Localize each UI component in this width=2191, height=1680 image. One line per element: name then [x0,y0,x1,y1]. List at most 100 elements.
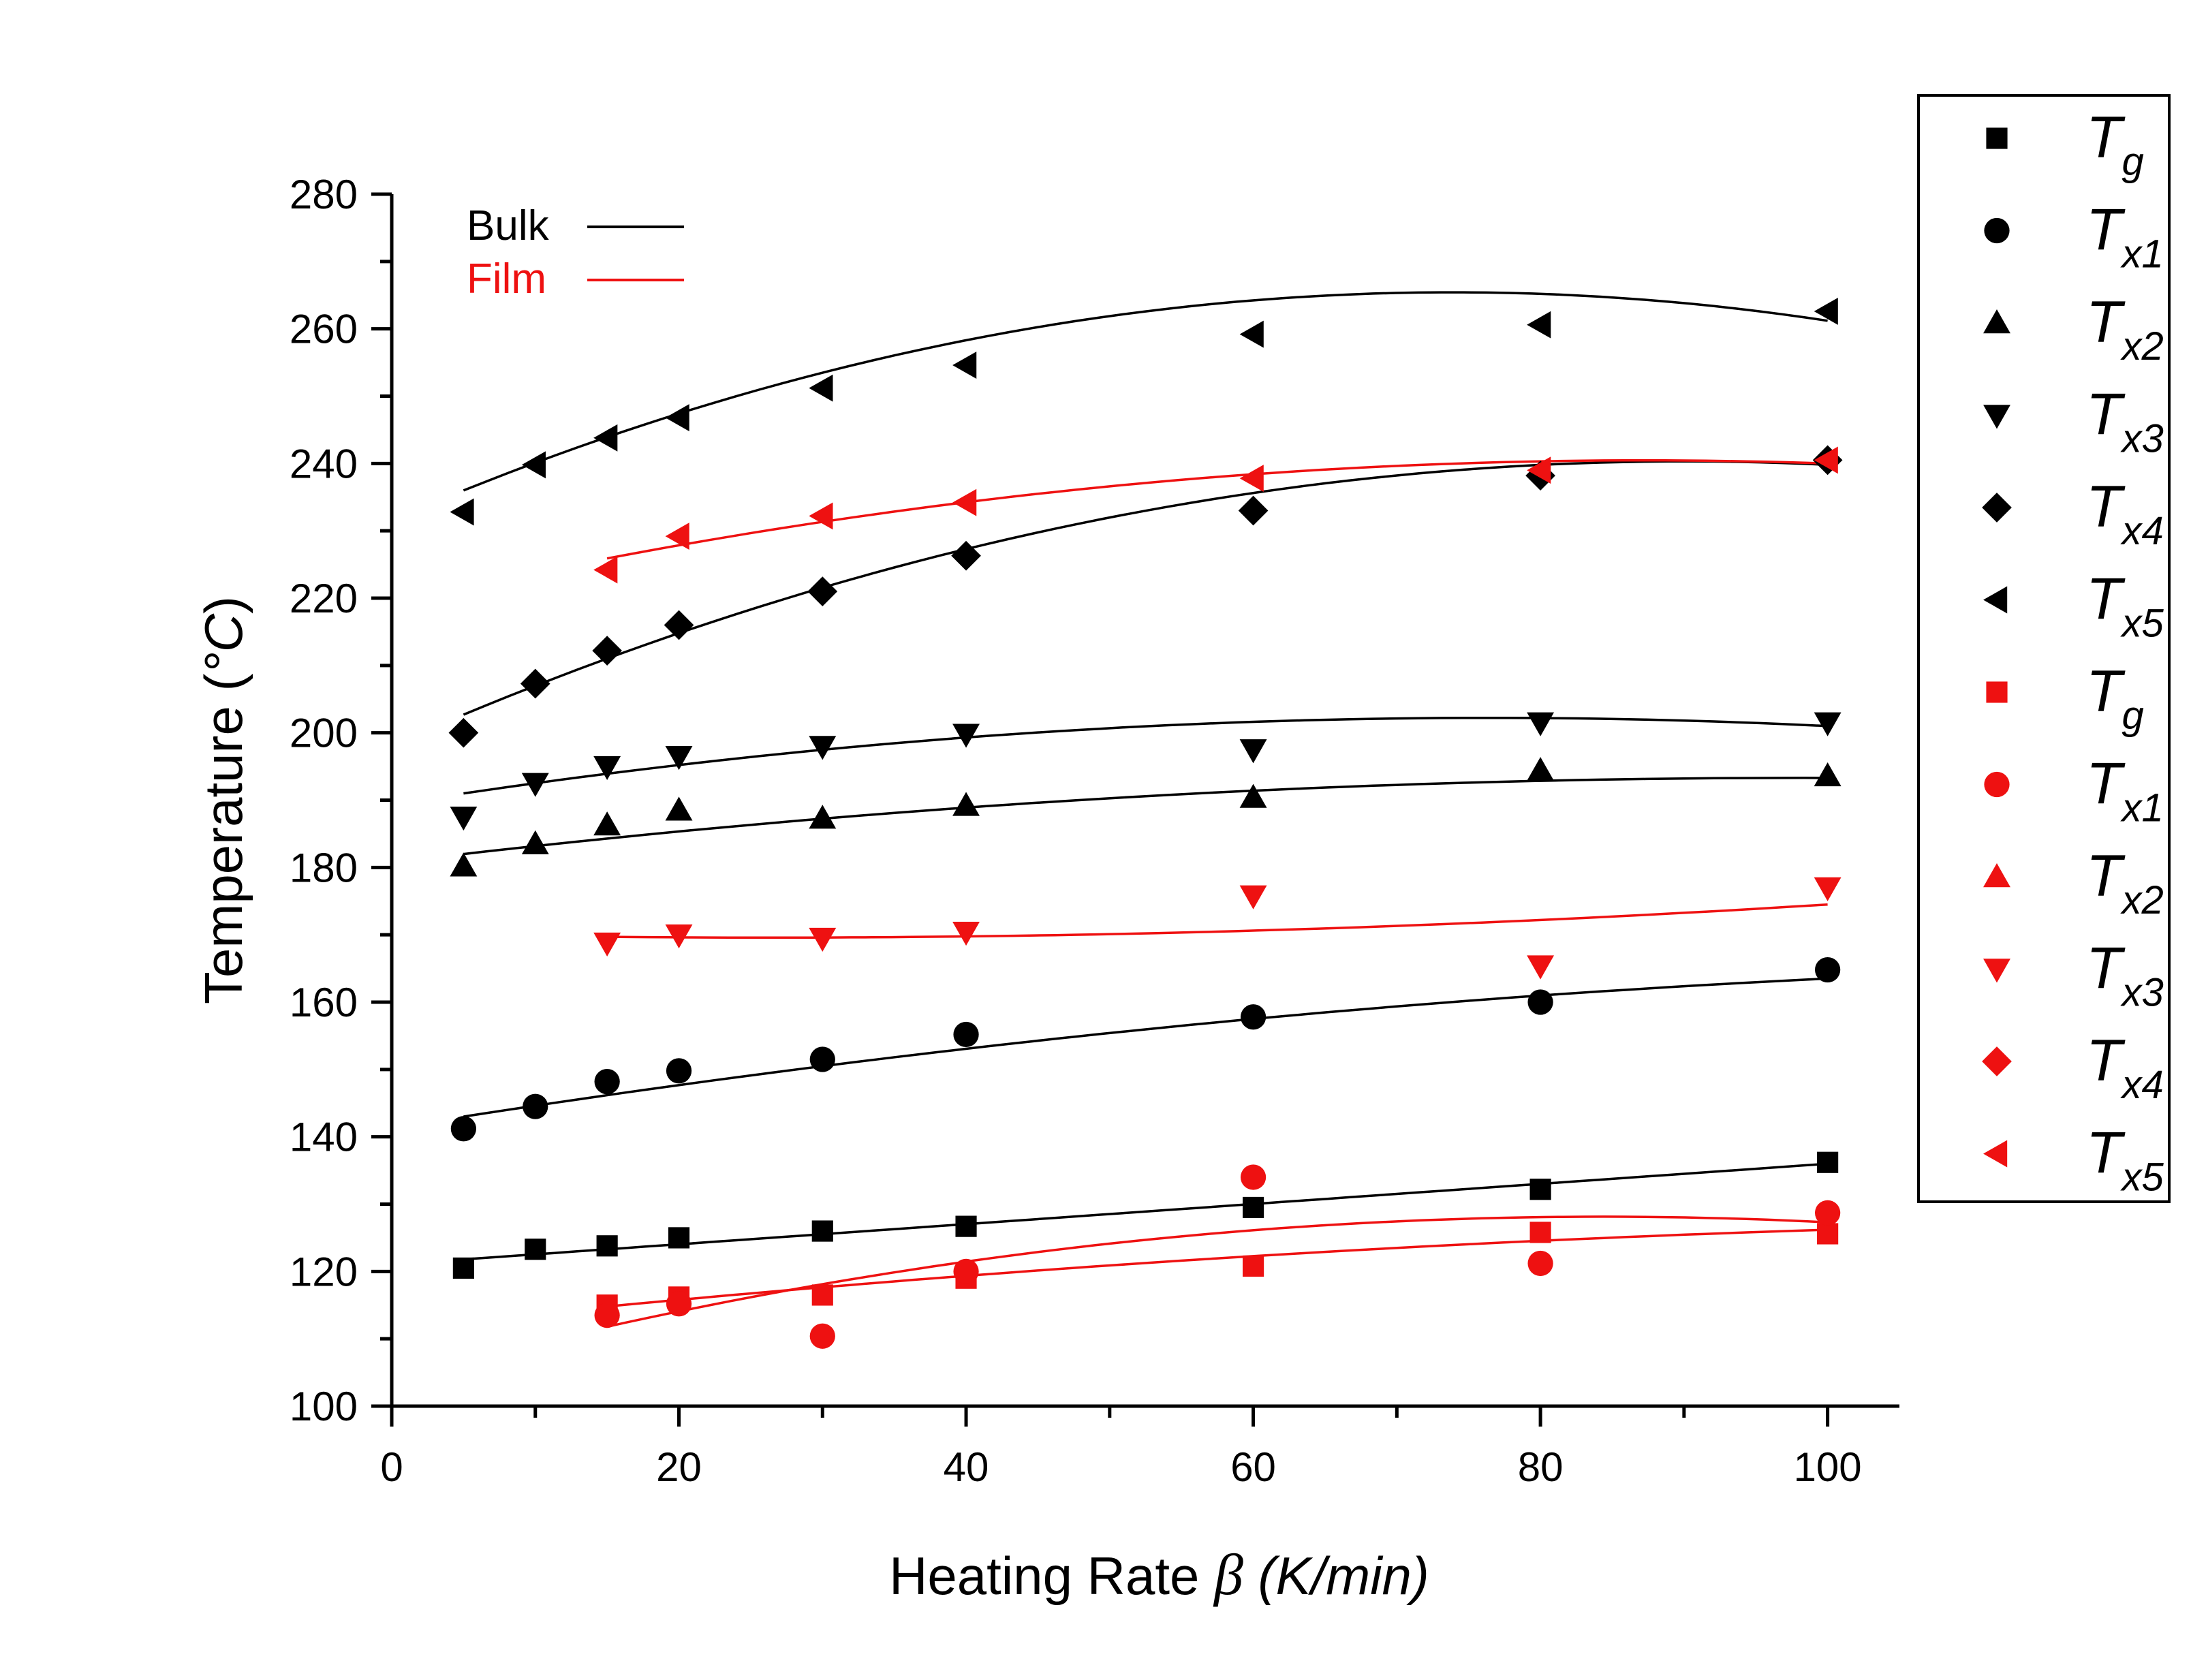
data-point-film-tx5 [665,523,689,550]
legend-label-film-tg: Tg [2086,659,2144,738]
legend-label-film-tx4: Tx4 [2086,1028,2164,1107]
data-point-bulk-tx5 [1239,320,1264,348]
legend-label-subscript: g [2122,694,2144,738]
data-point-bulk-tx2 [1239,783,1267,808]
fit-curve-bulk-tx2 [463,777,1828,856]
x-tick-label: 80 [1518,1444,1564,1490]
data-point-film-tx1 [953,1258,979,1284]
fit-curve-bulk-tx4 [463,460,1828,716]
fit-curve-bulk-tg [463,1162,1828,1261]
data-point-bulk-tx4 [520,668,550,699]
data-point-bulk-tx1 [666,1058,692,1084]
x-axis-title-symbol: β [1213,1542,1243,1607]
data-point-bulk-tx4 [592,636,622,666]
y-tick-label: 180 [290,845,358,890]
x-axis-title-unit: (K/min) [1243,1546,1429,1606]
data-point-bulk-tg [811,1220,833,1242]
legend-marker-film-tx5 [1983,1140,2008,1168]
fit-curve-bulk-tx3 [463,716,1828,795]
data-point-film-tx3 [1239,885,1267,909]
legend-label-main: T [2086,843,2126,909]
legend-label-bulk-tx1: Tx1 [2086,198,2164,277]
legend-label-film-tx5: Tx5 [2086,1121,2164,1200]
data-point-bulk-tx5 [665,404,689,432]
legend-marker-film-tg [1986,681,2008,703]
data-point-film-tx3 [665,924,693,949]
data-point-film-tx1 [1814,1200,1841,1226]
data-point-bulk-tx5 [1814,298,1838,325]
legend-label-film-tx1: Tx1 [2086,751,2164,830]
legend-label-main: T [2086,936,2126,1001]
legend-label-main: T [2086,1121,2126,1186]
data-point-film-tx5 [593,556,618,584]
legend-label-main: T [2086,567,2126,632]
x-tick-label: 20 [656,1444,702,1490]
fit-line-legend: Bulk Film [467,202,684,302]
data-point-film-tx5 [809,502,833,530]
y-tick-label: 100 [290,1384,358,1429]
legend-marker-bulk-tx2 [1983,309,2010,334]
data-point-bulk-tx1 [953,1021,979,1048]
fit-curve-film-tg [606,1228,1828,1308]
data-point-bulk-tx5 [1527,311,1551,339]
data-point-bulk-tx1 [809,1046,835,1072]
data-point-bulk-tx2 [1814,762,1842,787]
y-tick-label: 220 [290,576,358,621]
x-axis-title-main: Heating Rate [889,1546,1214,1606]
data-point-bulk-tx3 [593,756,621,781]
legend-label-film-tx2: Tx2 [2086,843,2164,922]
data-point-film-tx1 [809,1323,835,1349]
legend-label-main: T [2086,290,2126,355]
fit-curve-film-tx1 [606,1215,1828,1328]
legend-label-subscript: x3 [2120,417,2164,461]
legend-label-bulk-tx2: Tx2 [2086,290,2164,369]
legend-label-main: T [2086,105,2126,170]
fit-legend-label-film: Film [467,255,546,302]
data-point-bulk-tx4 [448,717,479,748]
data-point-film-tx3 [952,922,980,946]
data-point-film-tx5 [1814,446,1838,474]
legend-label-main: T [2086,474,2126,540]
data-point-film-tx3 [1814,877,1842,901]
legend-label-bulk-tx5: Tx5 [2086,567,2164,646]
legend-label-main: T [2086,198,2126,263]
y-tick-label: 280 [290,172,358,217]
x-tick-label: 60 [1230,1444,1276,1490]
data-point-bulk-tx2 [593,811,621,836]
y-tick-label: 200 [290,711,358,756]
data-point-bulk-tx4 [807,576,838,606]
data-point-bulk-tg [1242,1196,1264,1219]
data-point-film-tx1 [1240,1164,1267,1190]
legend-marker-film-tx3 [1983,959,2010,983]
data-point-film-tx5 [1527,456,1551,484]
x-axis-title: Heating Rate β (K/min) [889,1542,1429,1607]
legend-label-bulk-tx4: Tx4 [2086,474,2164,553]
data-point-bulk-tg [1817,1151,1839,1173]
legend-label-main: T [2086,1028,2126,1093]
legend-label-subscript: x3 [2120,971,2164,1015]
data-point-bulk-tg [525,1239,546,1260]
legend-label-main: T [2086,382,2126,448]
legend-label-subscript: x5 [2120,1155,2164,1200]
legend-label-film-tx3: Tx3 [2086,936,2164,1015]
data-point-bulk-tx1 [1527,989,1553,1015]
data-point-film-tx1 [666,1291,692,1317]
y-axis-title-main: Temperature ( [193,673,253,1004]
y-tick-label: 240 [290,441,358,486]
y-tick-label: 140 [290,1115,358,1160]
fit-curve-film-tx3 [607,903,1828,939]
legend-marker-bulk-tx1 [1984,217,2010,244]
data-point-bulk-tx4 [664,610,694,640]
x-tick-label: 0 [380,1444,403,1490]
y-tick-label: 120 [290,1249,358,1294]
data-point-bulk-tx5 [593,424,618,452]
data-point-bulk-tx5 [521,451,546,479]
y-tick-label: 160 [290,980,358,1025]
data-point-film-tx3 [809,927,837,952]
legend-label-subscript: x4 [2120,509,2164,553]
data-point-bulk-tx3 [809,736,837,760]
legend-marker-bulk-tx3 [1983,405,2010,429]
